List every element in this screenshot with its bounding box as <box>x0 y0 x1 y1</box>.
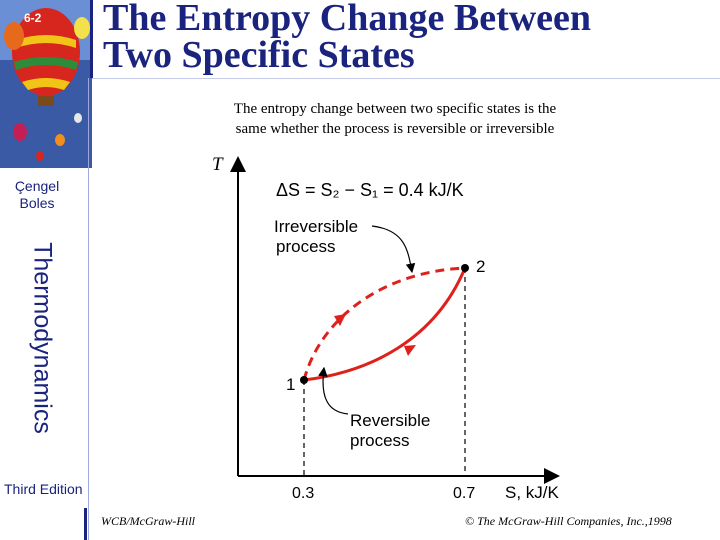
subtitle-line-2: same whether the process is reversible o… <box>235 121 555 137</box>
irreversible-label-line-2: process <box>276 237 336 256</box>
irreversible-label-line-1: Irreversible <box>274 217 358 236</box>
state-2-label: 2 <box>476 257 485 276</box>
title-line-1: The Entropy Change Between <box>103 0 592 39</box>
reversible-pointer-arrow <box>318 366 349 415</box>
reversible-process-curve <box>303 267 467 382</box>
y-axis-label: T <box>212 154 224 175</box>
state-1-point <box>300 376 308 384</box>
ts-diagram: T S, kJ/K ΔS = S₂ − S₁ = 0.4 kJ/K 0.3 0.… <box>212 154 560 502</box>
page-title: The Entropy Change Between Two Specific … <box>103 0 703 74</box>
irreversible-arrowhead <box>334 314 346 326</box>
entropy-equation: ΔS = S₂ − S₁ = 0.4 kJ/K <box>276 180 464 200</box>
author-line-2: Boles <box>19 195 55 211</box>
author-names: Çengel Boles <box>6 178 68 212</box>
x-tick-0.3: 0.3 <box>292 485 314 502</box>
reversible-label-line-2: process <box>350 431 410 450</box>
irreversible-pointer-arrow <box>371 225 416 274</box>
title-underline <box>92 78 720 79</box>
irreversible-process-curve <box>302 266 466 381</box>
title-divider-bar <box>90 0 93 78</box>
publisher-right: © The McGraw-Hill Companies, Inc.,1998 <box>465 514 672 528</box>
book-title-vertical: Thermodynamics <box>28 242 57 434</box>
sidebar: 6-2 Çengel Boles Thermodynamics Third Ed… <box>0 0 92 540</box>
x-tick-0.7: 0.7 <box>453 485 475 502</box>
reversible-label-line-1: Reversible <box>350 411 430 430</box>
edition-label: Third Edition <box>4 481 83 497</box>
slide-number: 6-2 <box>24 11 42 25</box>
title-line-2: Two Specific States <box>103 34 415 76</box>
state-1-label: 1 <box>286 375 295 394</box>
author-line-1: Çengel <box>14 178 60 194</box>
sidebar-divider <box>88 78 89 540</box>
x-axis-label: S, kJ/K <box>505 483 560 502</box>
subtitle-line-1: The entropy change between two specific … <box>233 101 557 117</box>
publisher-left: WCB/McGraw-Hill <box>101 514 195 528</box>
reversible-arrowhead <box>404 345 416 356</box>
hot-air-balloon-image <box>0 0 92 168</box>
state-2-point <box>461 264 469 272</box>
slide-subtitle: The entropy change between two specific … <box>180 99 610 139</box>
footer-divider <box>84 508 87 540</box>
